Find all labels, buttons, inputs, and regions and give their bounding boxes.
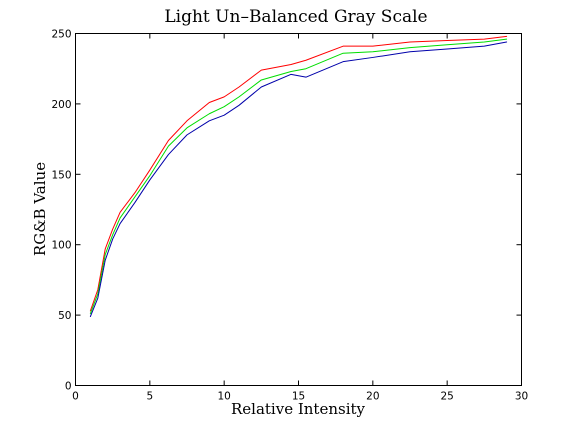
x-tick-label-4: 20 <box>366 391 379 403</box>
y-tick-label-3: 150 <box>51 169 71 181</box>
series-line-red <box>89 35 508 312</box>
x-tick-label-3: 15 <box>292 391 305 403</box>
x-tick-label-5: 25 <box>440 391 453 403</box>
series-line-green <box>89 38 508 315</box>
chart-title: Light Un–Balanced Gray Scale <box>164 7 427 27</box>
x-tick-label-6: 30 <box>515 391 528 403</box>
axis-ticks: 0 5 10 15 20 25 30 0 50 100 150 200 250 <box>51 29 528 403</box>
y-tick-label-4: 200 <box>51 99 71 111</box>
y-tick-label-1: 50 <box>58 310 71 322</box>
x-tick-label-2: 10 <box>217 391 230 403</box>
plot-frame <box>75 33 522 386</box>
y-tick-label-0: 0 <box>65 381 72 393</box>
x-axis-label: Relative Intensity <box>231 400 366 418</box>
y-tick-label-2: 100 <box>51 240 71 252</box>
series-lines <box>89 35 508 318</box>
y-axis-label: RG&B Value <box>31 162 49 256</box>
x-tick-label-0: 0 <box>72 391 79 403</box>
series-line-blue <box>89 41 508 318</box>
x-tick-label-1: 5 <box>146 391 153 403</box>
y-tick-label-5: 250 <box>51 29 71 41</box>
